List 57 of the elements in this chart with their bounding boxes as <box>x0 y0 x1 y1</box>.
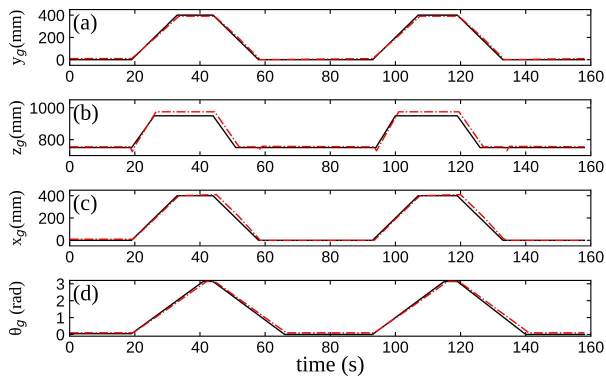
y-tick-label: 0 <box>56 329 64 340</box>
y-tick-label: 1000 <box>30 102 64 114</box>
x-tick-label: 120 <box>448 70 474 82</box>
annotation: (b) <box>74 104 98 124</box>
x-tick-label: 40 <box>191 70 208 82</box>
y-tick-label: 200 <box>38 212 64 224</box>
y-tick-label: 2 <box>56 295 64 306</box>
x-tick-label: 60 <box>257 341 274 353</box>
x-tick-label: 140 <box>514 160 538 172</box>
y-tick-label: 400 <box>38 190 64 202</box>
y-axis-title: x$_{g}$(mm) <box>8 191 26 246</box>
x-tick-label: 80 <box>322 70 339 82</box>
y-tick-label: 0 <box>56 54 64 66</box>
x-tick-label: 100 <box>383 160 408 172</box>
x-tick-label: 140 <box>514 341 538 353</box>
x-tick-label: 20 <box>126 341 144 353</box>
annotation: (c) <box>74 194 97 215</box>
x-tick-label: 0 <box>66 160 74 172</box>
x-tick-label: 40 <box>191 251 208 262</box>
x-tick-label: 20 <box>126 251 144 262</box>
x-tick-label: 120 <box>448 251 474 262</box>
x-tick-label: 160 <box>578 70 604 82</box>
x-tick-label: 140 <box>514 70 538 82</box>
y-tick-label: 200 <box>38 32 64 44</box>
x-axis-title: time (s) <box>296 356 364 376</box>
x-tick-label: 100 <box>383 341 408 353</box>
x-tick-label: 120 <box>448 160 474 172</box>
x-tick-label: 0 <box>66 251 74 262</box>
y-tick-label: 1 <box>57 312 64 324</box>
x-tick-label: 100 <box>383 70 408 82</box>
y-tick-label: 3 <box>56 278 64 290</box>
x-tick-label: 80 <box>322 251 339 262</box>
x-tick-label: 40 <box>191 160 208 172</box>
annotation: (a) <box>74 14 97 34</box>
x-tick-label: 80 <box>322 341 339 353</box>
y-tick-label: 800 <box>38 134 64 146</box>
y-tick-label: 400 <box>38 10 64 22</box>
x-tick-label: 0 <box>66 341 74 353</box>
x-tick-label: 120 <box>448 341 474 353</box>
x-tick-label: 0 <box>66 70 74 82</box>
x-tick-label: 40 <box>191 341 208 353</box>
y-axis-title: y$_{g}$(mm) <box>8 10 26 66</box>
y-axis-title: z$_{g}$(mm) <box>8 101 26 155</box>
x-tick-label: 160 <box>578 251 604 262</box>
x-tick-label: 140 <box>514 251 538 262</box>
x-tick-label: 160 <box>578 160 604 172</box>
x-tick-label: 60 <box>257 160 274 172</box>
x-tick-label: 80 <box>322 160 339 172</box>
x-tick-label: 100 <box>383 251 408 262</box>
x-tick-label: 20 <box>126 70 144 82</box>
y-tick-label: 0 <box>56 234 64 246</box>
x-tick-label: 20 <box>126 160 144 172</box>
x-tick-label: 60 <box>257 251 274 262</box>
x-tick-label: 60 <box>257 70 274 82</box>
x-tick-label: 160 <box>578 341 604 353</box>
y-axis-title: θ$_{g}$ (rad) <box>8 282 27 335</box>
annotation: (d) <box>74 284 98 306</box>
